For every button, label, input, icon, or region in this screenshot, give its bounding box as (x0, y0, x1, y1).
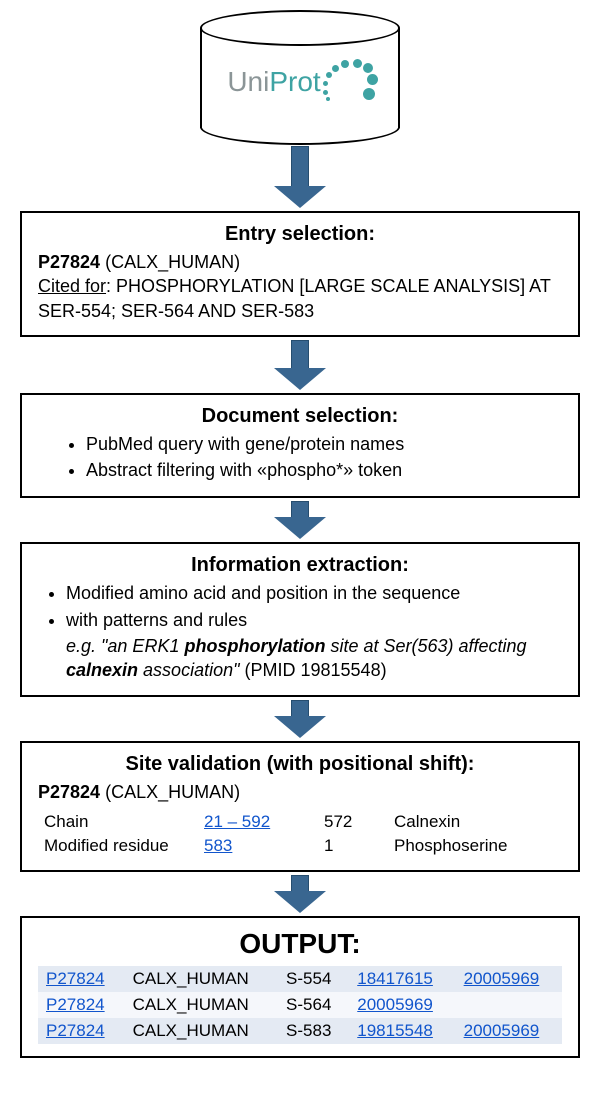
info-extraction-box: Information extraction: Modified amino a… (20, 542, 580, 696)
len-1: 1 (318, 834, 388, 858)
ex-phos: phosphorylation (184, 636, 325, 656)
table-row: Chain 21 – 592 572 Calnexin (38, 810, 562, 834)
table-row: P27824 CALX_HUMAN S-554 18417615 2000596… (38, 966, 562, 992)
cited-for-text: : PHOSPHORYLATION [LARGE SCALE ANALYSIS]… (38, 276, 551, 320)
out-id-2[interactable]: P27824 (46, 1021, 105, 1040)
site-id: P27824 (38, 782, 100, 802)
out-p1-1[interactable]: 20005969 (357, 995, 433, 1014)
doc-bullet-1: PubMed query with gene/protein names (86, 432, 562, 456)
table-row: Modified residue 583 1 Phosphoserine (38, 834, 562, 858)
site-gene: (CALX_HUMAN) (105, 782, 240, 802)
arrow-2 (274, 340, 326, 390)
feature-1: Modified residue (38, 834, 198, 858)
out-site-1: S-564 (278, 992, 349, 1018)
output-box: OUTPUT: P27824 CALX_HUMAN S-554 18417615… (20, 916, 580, 1058)
entry-selection-box: Entry selection: P27824 (CALX_HUMAN) Cit… (20, 211, 580, 337)
flow-diagram: UniProt Entry sele (10, 10, 590, 1058)
ex-mid1: site at Ser(563) affecting (325, 636, 526, 656)
out-site-0: S-554 (278, 966, 349, 992)
uniprot-logo: UniProt (227, 49, 372, 107)
arrow-3 (274, 501, 326, 539)
info-example: e.g. "an ERK1 phosphorylation site at Se… (66, 634, 562, 683)
arrow-1 (274, 146, 326, 208)
ex-pmid: (PMID 19815548) (240, 660, 387, 680)
len-0: 572 (318, 810, 388, 834)
feature-0: Chain (38, 810, 198, 834)
site-validation-box: Site validation (with positional shift):… (20, 741, 580, 872)
output-table: P27824 CALX_HUMAN S-554 18417615 2000596… (38, 966, 562, 1044)
site-title: Site validation (with positional shift): (38, 753, 562, 776)
ex-mid2: association" (138, 660, 239, 680)
ex-pre: e.g. "an ERK1 (66, 636, 184, 656)
site-table: Chain 21 – 592 572 Calnexin Modified res… (38, 810, 562, 858)
out-p2-2[interactable]: 20005969 (464, 1021, 540, 1040)
out-gene-0: CALX_HUMAN (125, 966, 278, 992)
doc-bullet-2: Abstract filtering with «phospho*» token (86, 458, 562, 482)
ex-caln: calnexin (66, 660, 138, 680)
out-gene-2: CALX_HUMAN (125, 1018, 278, 1044)
out-p1-2[interactable]: 19815548 (357, 1021, 433, 1040)
out-site-2: S-583 (278, 1018, 349, 1044)
logo-prot: Prot (269, 66, 320, 97)
desc-1: Phosphoserine (388, 834, 562, 858)
entry-gene: (CALX_HUMAN) (105, 252, 240, 272)
range-1[interactable]: 583 (204, 836, 232, 855)
logo-dots-icon (323, 57, 373, 107)
document-selection-box: Document selection: PubMed query with ge… (20, 393, 580, 499)
info-bullet-2: with patterns and rules (66, 608, 562, 632)
table-row: P27824 CALX_HUMAN S-564 20005969 (38, 992, 562, 1018)
output-title: OUTPUT: (38, 928, 562, 960)
out-p2-0[interactable]: 20005969 (464, 969, 540, 988)
table-row: P27824 CALX_HUMAN S-583 19815548 2000596… (38, 1018, 562, 1044)
info-title: Information extraction: (38, 554, 562, 577)
entry-id: P27824 (38, 252, 100, 272)
out-gene-1: CALX_HUMAN (125, 992, 278, 1018)
out-id-0[interactable]: P27824 (46, 969, 105, 988)
doc-title: Document selection: (38, 405, 562, 428)
info-bullet-1: Modified amino acid and position in the … (66, 581, 562, 605)
arrow-5 (274, 875, 326, 913)
arrow-4 (274, 700, 326, 738)
out-p1-0[interactable]: 18417615 (357, 969, 433, 988)
range-0[interactable]: 21 – 592 (204, 812, 270, 831)
entry-title: Entry selection: (38, 223, 562, 246)
desc-0: Calnexin (388, 810, 562, 834)
uniprot-db-cylinder: UniProt (200, 10, 400, 145)
out-id-1[interactable]: P27824 (46, 995, 105, 1014)
cited-for-label: Cited for (38, 276, 106, 296)
logo-uni: Uni (227, 66, 269, 97)
